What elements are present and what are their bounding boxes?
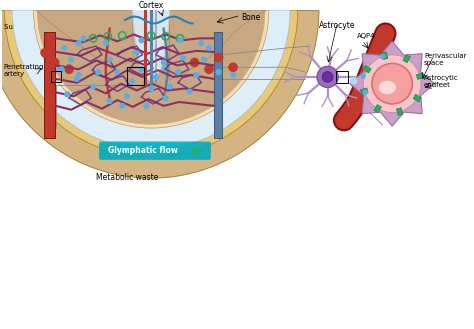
Bar: [51, 71, 62, 82]
Circle shape: [163, 95, 169, 101]
Circle shape: [119, 103, 125, 109]
Circle shape: [107, 57, 113, 63]
Text: Astrocytic
endfeet: Astrocytic endfeet: [424, 75, 459, 88]
Circle shape: [180, 55, 186, 61]
Circle shape: [214, 53, 223, 63]
Text: Subarachnoid space: Subarachnoid space: [4, 24, 74, 51]
Circle shape: [216, 69, 222, 75]
Text: Glymphatic flow: Glymphatic flow: [108, 146, 178, 155]
Bar: [44, 32, 55, 138]
Bar: [382, 52, 388, 60]
Circle shape: [206, 45, 212, 51]
Circle shape: [107, 98, 113, 104]
Bar: [396, 108, 403, 115]
Text: AQP4: AQP4: [356, 33, 375, 39]
Circle shape: [322, 72, 333, 82]
Circle shape: [350, 77, 357, 85]
Circle shape: [61, 45, 67, 51]
Circle shape: [372, 63, 412, 104]
Bar: [336, 71, 348, 83]
Bar: [127, 67, 145, 85]
Circle shape: [81, 35, 87, 41]
Polygon shape: [170, 11, 266, 81]
Circle shape: [317, 66, 338, 88]
Circle shape: [228, 63, 238, 72]
Text: Bone: Bone: [241, 13, 260, 22]
Text: Astrocyte: Astrocyte: [319, 21, 356, 30]
Circle shape: [50, 58, 60, 67]
Text: Metabolic waste: Metabolic waste: [96, 173, 158, 182]
Circle shape: [90, 84, 96, 89]
Circle shape: [363, 89, 368, 95]
Circle shape: [58, 66, 64, 72]
Polygon shape: [350, 41, 435, 126]
Circle shape: [103, 40, 109, 46]
Circle shape: [204, 64, 214, 74]
Circle shape: [175, 69, 181, 75]
Circle shape: [64, 91, 70, 97]
Circle shape: [190, 58, 200, 67]
Circle shape: [68, 57, 74, 63]
Circle shape: [76, 72, 82, 78]
Circle shape: [74, 76, 80, 82]
Circle shape: [201, 57, 207, 63]
Circle shape: [148, 86, 154, 91]
Text: Penetrating
artery: Penetrating artery: [4, 64, 44, 77]
Circle shape: [95, 69, 101, 75]
Bar: [214, 32, 222, 138]
Circle shape: [76, 40, 82, 46]
Ellipse shape: [379, 81, 396, 94]
FancyBboxPatch shape: [99, 141, 211, 160]
Text: Perivascular
space: Perivascular space: [424, 53, 466, 66]
Circle shape: [153, 74, 159, 80]
Circle shape: [230, 72, 236, 78]
Circle shape: [177, 37, 183, 43]
Circle shape: [138, 66, 145, 72]
Bar: [403, 55, 410, 63]
Bar: [360, 88, 368, 94]
Circle shape: [114, 69, 120, 75]
Wedge shape: [0, 11, 319, 178]
Circle shape: [129, 79, 135, 85]
Circle shape: [56, 66, 63, 72]
Circle shape: [198, 40, 204, 46]
Circle shape: [380, 54, 385, 59]
Text: Cortex: Cortex: [138, 1, 164, 11]
Circle shape: [361, 73, 366, 79]
Polygon shape: [36, 11, 133, 81]
Wedge shape: [5, 11, 298, 157]
Circle shape: [40, 48, 50, 58]
Polygon shape: [133, 11, 170, 82]
Bar: [374, 105, 382, 113]
Bar: [413, 94, 421, 102]
Circle shape: [163, 66, 169, 72]
Circle shape: [124, 93, 130, 99]
Circle shape: [138, 37, 145, 43]
Wedge shape: [34, 11, 269, 128]
Circle shape: [134, 50, 140, 56]
Circle shape: [167, 84, 173, 89]
Circle shape: [187, 88, 193, 94]
Bar: [363, 65, 371, 73]
Wedge shape: [37, 11, 265, 124]
Wedge shape: [12, 11, 290, 149]
Bar: [416, 73, 424, 79]
Circle shape: [143, 103, 149, 109]
Circle shape: [64, 64, 74, 74]
Circle shape: [161, 59, 167, 65]
Circle shape: [363, 55, 421, 113]
Circle shape: [193, 72, 200, 78]
